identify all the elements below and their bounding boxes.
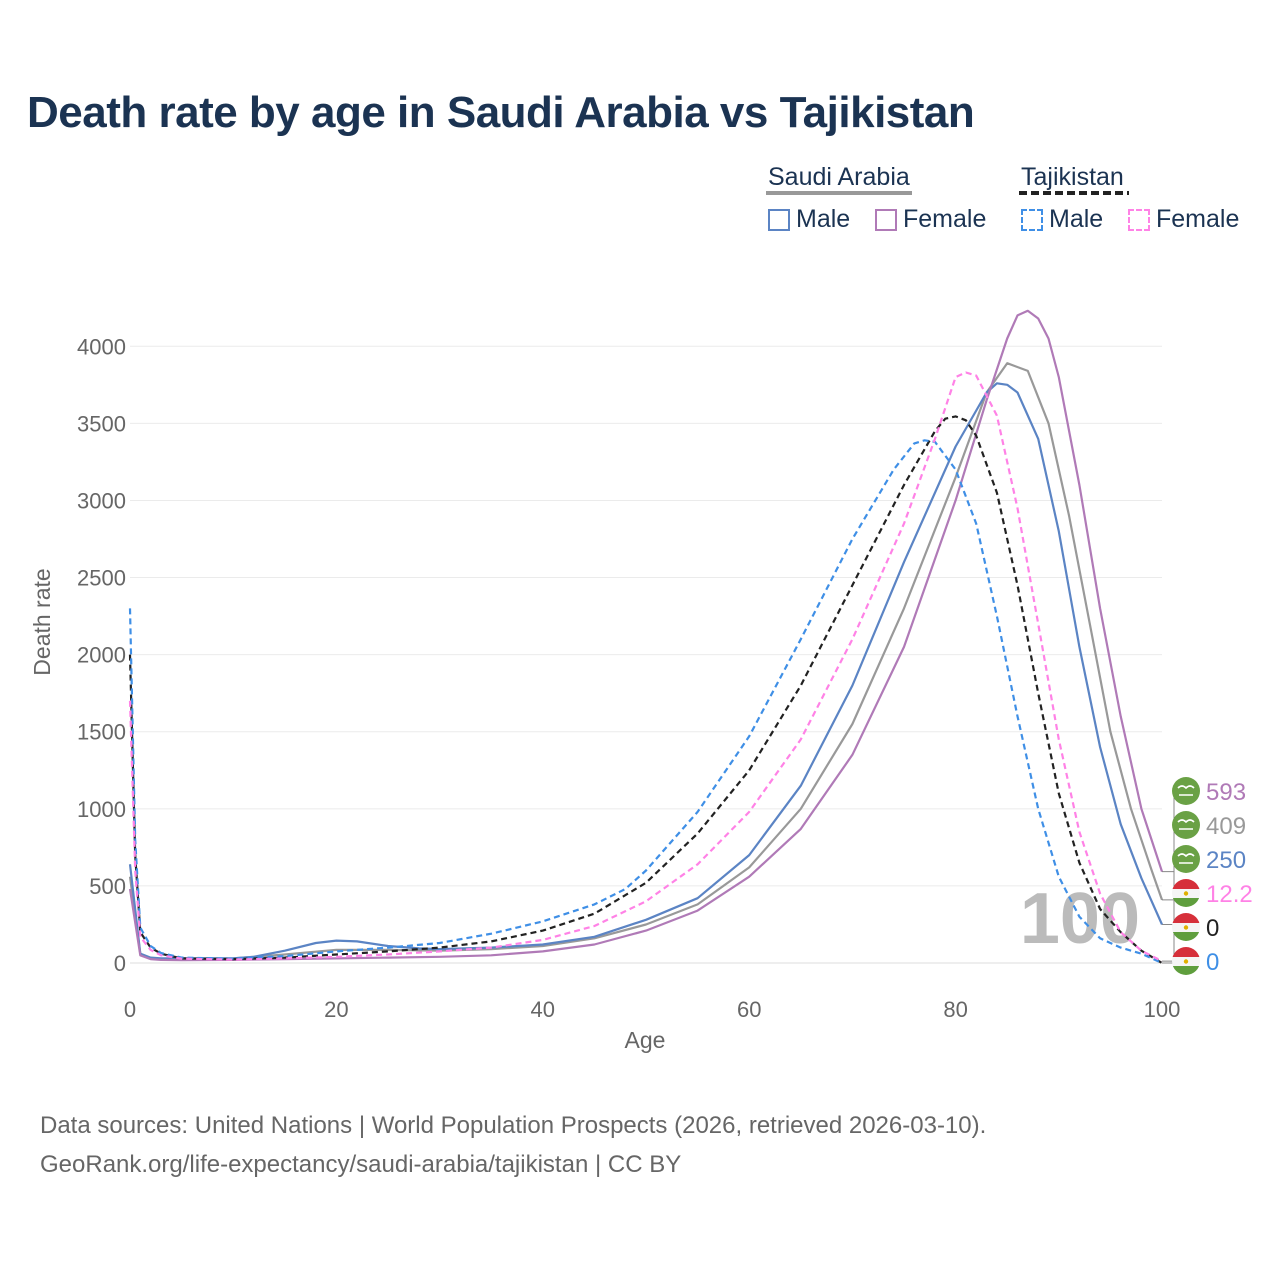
legend-label-saudi-female: Female [903,205,987,233]
x-tick-label: 60 [737,997,761,1022]
y-tick-label: 3000 [77,488,126,513]
source-note: Data sources: United Nations | World Pop… [40,1106,986,1184]
x-tick-label: 100 [1144,997,1181,1022]
end-labels: 593 409 250 12.2 0 0 [1162,777,1253,976]
x-tick-label: 40 [531,997,555,1022]
y-axis-label: Death rate [29,568,55,675]
saudi-flag-icon [1172,777,1200,805]
legend-group-saudi-arabia: Saudi Arabia [768,163,910,191]
end-value-label: 593 [1206,779,1246,806]
legend-item-tajik-female[interactable]: Female [1128,205,1239,234]
source-line-1: Data sources: United Nations | World Pop… [40,1112,987,1139]
saudi-flag-icon [1172,845,1200,873]
chart-title: Death rate by age in Saudi Arabia vs Taj… [27,88,975,137]
saudi-flag-icon [1172,811,1200,839]
legend-solid-line-sample [766,191,912,195]
legend-swatch-tajik-male [1021,208,1043,231]
series-lines [128,309,1164,965]
tajikistan-flag-icon [1172,913,1200,941]
legend-label-saudi-male: Male [796,205,851,233]
y-tick-label: 2000 [77,643,126,668]
legend-group-tajikistan: Tajikistan [1021,163,1124,191]
end-value-label: 0 [1206,915,1219,942]
tajikistan-flag-icon [1172,947,1200,975]
y-tick-label: 1500 [77,720,126,745]
x-axis-ticks: 0 20 40 60 80 100 [124,997,1180,1022]
x-tick-label: 80 [943,997,967,1022]
series-line-tajikistan-total[interactable] [128,415,1163,964]
y-axis-ticks: 0 500 1000 1500 2000 2500 3000 3500 4000 [77,334,126,976]
end-value-label: 250 [1206,847,1246,874]
y-tick-label: 4000 [77,334,126,359]
series-line-saudi-arabia-female[interactable] [128,309,1164,962]
y-tick-label: 2500 [77,566,126,591]
end-value-label: 409 [1206,813,1246,840]
legend-item-saudi-male[interactable]: Male [768,205,850,234]
series-line-tajikistan-female[interactable] [128,371,1163,963]
y-tick-label: 0 [114,951,126,976]
series-line-tajikistan-male[interactable] [128,439,1163,965]
end-value-label: 0 [1206,949,1219,976]
end-value-label: 12.2 [1206,881,1253,908]
legend-label-tajik-female: Female [1156,205,1240,233]
y-tick-label: 500 [89,874,126,899]
y-tick-label: 1000 [77,797,126,822]
series-line-saudi-arabia-male[interactable] [128,382,1164,960]
tajikistan-flag-icon [1172,879,1200,907]
source-line-2[interactable]: GeoRank.org/life-expectancy/saudi-arabia… [40,1151,682,1178]
end-label-connector [1162,928,1175,964]
legend-swatch-tajik-female [1128,208,1150,231]
legend-label-tajik-male: Male [1049,205,1104,233]
legend-swatch-saudi-male [768,208,790,231]
legend-item-tajik-male[interactable]: Male [1021,205,1103,234]
x-axis-label: Age [625,1027,666,1053]
legend-dashed-line-sample [1019,191,1129,195]
y-tick-label: 3500 [77,411,126,436]
x-tick-label: 20 [324,997,348,1022]
x-tick-label: 0 [124,997,136,1022]
legend-item-saudi-female[interactable]: Female [875,205,986,234]
year-watermark: 100 [1020,879,1140,959]
end-label-connector [1162,826,1175,901]
legend-swatch-saudi-female [875,208,897,231]
gridlines [130,345,1162,964]
